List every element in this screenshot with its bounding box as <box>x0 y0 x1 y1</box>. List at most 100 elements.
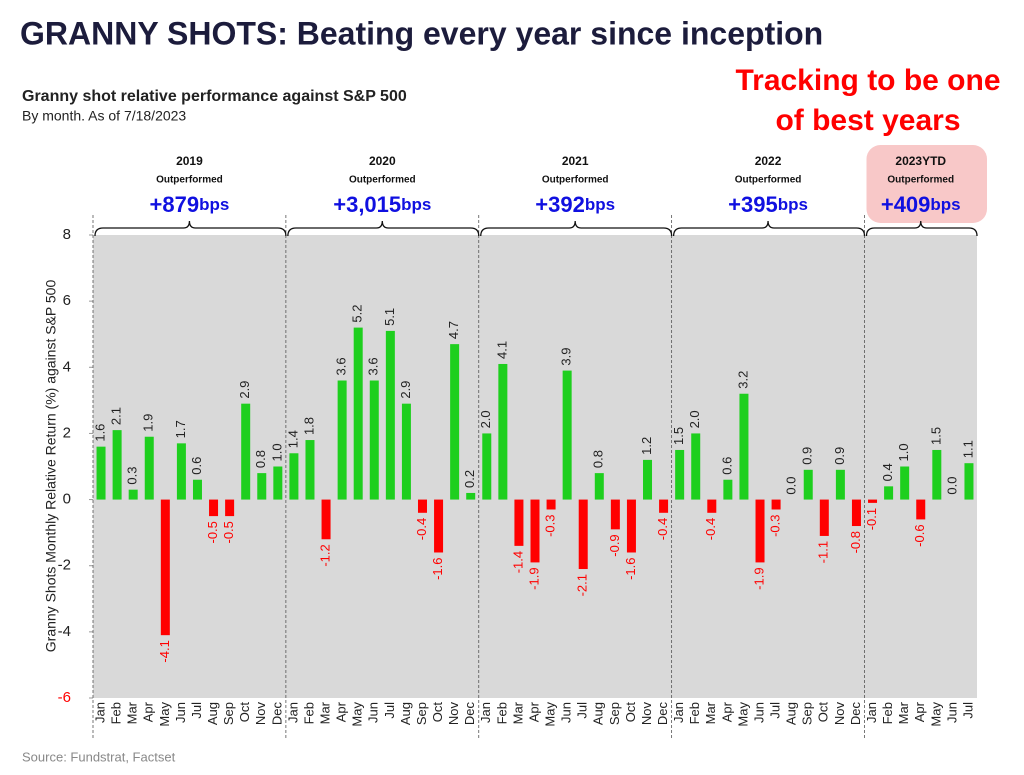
bar <box>176 443 186 500</box>
value-label: -2.1 <box>575 574 590 596</box>
group-outperformance: +879bps <box>150 192 230 217</box>
annotation: Tracking to be one <box>735 64 1000 97</box>
value-label: 5.1 <box>382 308 397 326</box>
bar <box>659 499 669 513</box>
outperformance-value: +395 <box>728 192 778 217</box>
bar <box>321 499 331 540</box>
x-tick-label: Apr <box>719 701 734 722</box>
x-tick-label: Jun <box>944 702 959 723</box>
value-label: 4.7 <box>446 321 461 339</box>
bar <box>755 499 765 563</box>
source: Source: Fundstrat, Factset <box>22 749 176 764</box>
group-note: Outperformed <box>156 175 223 186</box>
bar <box>835 469 845 500</box>
x-tick-label: Nov <box>446 702 461 726</box>
bar <box>144 436 154 500</box>
bar <box>209 499 219 517</box>
x-tick-label: Sep <box>414 702 429 725</box>
value-label: 0.8 <box>591 450 606 468</box>
x-tick-label: Dec <box>269 702 284 726</box>
bar <box>450 344 460 500</box>
value-label: 0.6 <box>719 457 734 475</box>
y-tick-label: 2 <box>63 424 71 441</box>
value-label: -0.1 <box>864 508 879 530</box>
x-tick-label: Dec <box>848 702 863 726</box>
x-tick-label: Jan <box>92 702 107 723</box>
value-label: -0.6 <box>912 524 927 546</box>
value-label: 1.8 <box>301 417 316 435</box>
x-tick-label: Aug <box>205 702 220 725</box>
x-tick-label: Oct <box>816 702 831 723</box>
group-brace <box>94 220 287 237</box>
y-tick-label: -2 <box>58 557 71 574</box>
bar <box>337 380 347 500</box>
bar <box>289 453 299 500</box>
value-label: 0.3 <box>125 467 140 485</box>
value-label: 3.6 <box>334 357 349 375</box>
group-year: 2019 <box>176 154 203 168</box>
value-label: 0.6 <box>189 457 204 475</box>
outperformance-unit: bps <box>585 195 615 214</box>
group-year: 2021 <box>562 154 589 168</box>
bar <box>578 499 588 570</box>
bar <box>626 499 636 553</box>
bar <box>417 499 427 513</box>
value-label: 1.1 <box>960 440 975 458</box>
x-tick-label: Feb <box>109 702 124 724</box>
x-tick-label: Jan <box>864 702 879 723</box>
value-label: -0.4 <box>655 518 670 540</box>
y-tick-label: 4 <box>63 358 71 375</box>
x-tick-label: May <box>157 702 172 727</box>
bar <box>916 499 926 520</box>
group-brace <box>287 220 480 237</box>
value-label: 3.2 <box>735 371 750 389</box>
x-tick-label: Apr <box>334 701 349 722</box>
bar <box>675 449 685 500</box>
outperformance-unit: bps <box>401 195 431 214</box>
value-label: 1.6 <box>92 424 107 442</box>
chart-title: Granny shot relative performance against… <box>22 88 407 105</box>
x-tick-label: Apr <box>526 701 541 722</box>
outperformance-unit: bps <box>930 195 960 214</box>
bar <box>868 499 878 503</box>
value-label: -1.6 <box>623 557 638 579</box>
bar <box>401 403 411 500</box>
bar <box>691 433 701 500</box>
x-tick-label: Aug <box>398 702 413 725</box>
bar <box>192 479 202 500</box>
bar <box>546 499 556 510</box>
group-outperformance: +392bps <box>535 192 615 217</box>
bar <box>369 380 379 500</box>
bar <box>305 440 315 500</box>
bar <box>434 499 444 553</box>
x-tick-label: May <box>735 702 750 727</box>
bar <box>819 499 829 536</box>
value-label: 3.6 <box>366 357 381 375</box>
x-tick-label: Sep <box>800 702 815 725</box>
plot-area <box>93 235 977 698</box>
value-label: 0.8 <box>253 450 268 468</box>
y-tick-label: 8 <box>63 226 71 243</box>
x-tick-label: Nov <box>639 702 654 726</box>
bar <box>96 446 106 500</box>
x-tick-label: Dec <box>655 702 670 726</box>
outperformance-value: +409 <box>881 192 931 217</box>
value-label: 0.0 <box>944 476 959 494</box>
group-outperformance: +409bps <box>881 192 961 217</box>
value-label: 1.0 <box>269 443 284 461</box>
group-outperformance: +3,015bps <box>333 192 431 217</box>
x-tick-label: Mar <box>125 701 140 724</box>
value-label: 2.9 <box>237 381 252 399</box>
value-label: 0.4 <box>880 463 895 481</box>
bar <box>964 463 974 500</box>
bar <box>112 430 122 500</box>
x-tick-label: Jul <box>575 702 590 719</box>
bar <box>482 433 492 500</box>
bar <box>530 499 540 563</box>
group-year: 2023YTD <box>895 154 946 168</box>
outperformance-value: +879 <box>150 192 200 217</box>
x-tick-label: Aug <box>784 702 799 725</box>
value-label: 0.2 <box>462 470 477 488</box>
